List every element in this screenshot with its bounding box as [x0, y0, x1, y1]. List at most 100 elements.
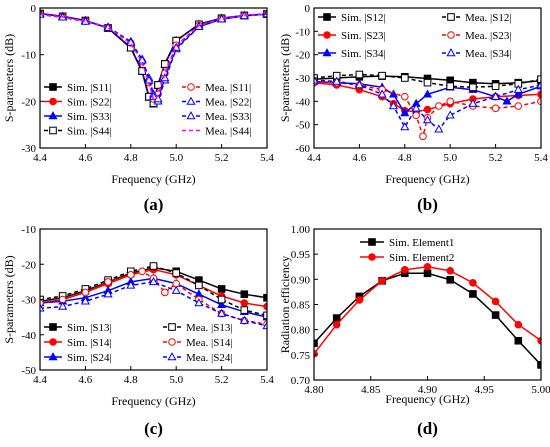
chart-b-series-2-marker-7: [422, 89, 433, 98]
chart-c-ytick-label-3: -40: [21, 330, 36, 342]
chart-b-series-3-marker-7: [469, 83, 477, 92]
chart-b-series-5-marker-7: [422, 115, 433, 124]
chart-a-legend-0-1-label: Sim. |S22|: [67, 97, 112, 109]
chart-a-legend-1-0-label: Mea. |S11|: [205, 82, 251, 94]
chart-b-ytick-label-5: -50: [295, 120, 310, 132]
chart-b-legend-1-2-marker-0: [446, 48, 456, 57]
chart-c-xtick-label-0: 4.4: [33, 374, 47, 386]
chart-b-series-4-marker-13: [537, 97, 541, 106]
chart-b-series-4-marker-11: [491, 104, 500, 113]
chart-c-ytick-label-1: -20: [21, 259, 36, 271]
chart-c-legend-1-1-marker-0: [168, 338, 176, 346]
chart-b-series-5-marker-12: [513, 84, 523, 93]
chart-a-xlabel: Frequency (GHz): [111, 172, 195, 186]
chart-c-series-3-marker-8: [217, 295, 226, 304]
chart-b-series-5-marker-13: [536, 80, 541, 89]
chart-d-ytick-label-2: 0.90: [291, 274, 311, 286]
chart-c-series-4-marker-7: [161, 288, 169, 297]
chart-c-xtick-label-1: 4.6: [79, 374, 93, 386]
chart-c-ytick-label-0: -10: [21, 224, 36, 236]
chart-b-series-3-marker-2: [355, 70, 364, 79]
chart-b-ytick-label-2: -20: [295, 50, 310, 62]
chart-a-ylabel: S-parameters (dB): [2, 34, 16, 122]
chart-a-legend-0-3-marker-0: [49, 126, 57, 135]
chart-b-series-5-marker-2: [354, 80, 364, 89]
chart-b-series-5-marker-9: [445, 110, 455, 119]
chart-c-legend-1-0-label: Mea. |S13|: [186, 322, 233, 334]
chart-d-series-0-line: [314, 272, 541, 366]
chart-b-series-5-marker-6: [411, 103, 421, 112]
chart-a-legend-0-1-marker-0: [49, 97, 57, 106]
chart-d-series-0-marker-1: [332, 314, 341, 322]
chart-d-xtick-label-3: 4.95: [475, 384, 495, 396]
chart-b-series-5-marker-11: [491, 91, 501, 100]
chart-b-series-3-marker-5: [423, 78, 432, 87]
chart-b-ytick-label-6: -60: [295, 143, 310, 155]
chart-d-series-1-marker-8: [491, 297, 500, 306]
chart-b-series-5-marker-10: [468, 98, 478, 107]
chart-a-ytick-label-3: -30: [21, 143, 36, 155]
chart-a-series-6-marker-9: [160, 73, 170, 82]
chart-b-legend-1-2-label: Mea. |S34|: [465, 48, 512, 60]
chart-d-xtick-label-4: 5.00: [531, 384, 550, 396]
chart-a-xtick-label-4: 5.2: [215, 152, 229, 164]
chart-a-caption: (a): [144, 195, 164, 214]
chart-a-legend-1-0-marker-0: [187, 83, 195, 91]
chart-b-series-2-marker-11: [502, 96, 512, 105]
chart-b-xtick-label-0: 4.4: [307, 152, 321, 164]
chart-c-series-5-marker-9: [239, 315, 249, 324]
chart-c-legend-0-2-label: Sim. |S24|: [67, 352, 112, 364]
chart-b-series-5-marker-4: [388, 101, 399, 110]
chart-c-series-4-marker-4: [127, 271, 135, 279]
chart-b-series-3-marker-4: [401, 74, 409, 82]
chart-b-legend-0-0-label: Sim. |S12|: [341, 12, 386, 24]
chart-d-legend-0-1-marker-0: [368, 253, 376, 261]
chart-d-series-0-marker-6: [446, 276, 454, 284]
chart-b-series-1-marker-12: [537, 90, 541, 99]
chart-b-series-3-marker-3: [378, 71, 386, 80]
chart-b-series-4-marker-4: [401, 92, 409, 101]
chart-c: 4.4 4.6 4.8 5.0 5.2 5.4 -10 -20 -30 -40 -50 Frequen…: [2, 224, 274, 438]
chart-d-ytick-label-6: 0.70: [291, 375, 311, 387]
chart-c-xtick-label-2: 4.8: [124, 374, 138, 386]
chart-d-ytick-label-4: 0.80: [291, 325, 311, 337]
chart-b-series-5-line: [314, 79, 541, 131]
chart-b-xtick-label-1: 4.6: [353, 152, 367, 164]
chart-d-series-1-marker-5: [423, 262, 432, 271]
chart-c-series-2-marker-8: [217, 299, 227, 308]
chart-c-series-3-marker-6: [172, 269, 180, 277]
chart-c-caption: (c): [144, 419, 163, 438]
chart-d-xtick-label-1: 4.85: [361, 384, 381, 396]
chart-c-series-3-marker-5: [149, 262, 158, 270]
chart-d-ylabel: Radiation efficiency: [278, 256, 292, 353]
chart-a-ytick-label-1: -10: [21, 50, 36, 62]
chart-c-ylabel: S-parameters (dB): [2, 255, 16, 343]
chart-d-series-0-marker-8: [491, 311, 500, 319]
chart-b-caption: (b): [417, 195, 438, 214]
chart-b: 4.4 4.6 4.8 5.0 5.2 5.4 0 -10 -20 -30 -40 -50 -60 Fre…: [278, 3, 548, 214]
chart-c-series-4-marker-5: [138, 267, 146, 276]
chart-b-series: [314, 70, 541, 141]
chart-c-legend-0-0-label: Sim. |S13|: [67, 322, 112, 334]
chart-a-ytick-label-2: -20: [21, 96, 36, 108]
chart-b-legend-1-1-label: Mea. |S23|: [465, 30, 512, 42]
chart-a-legend-1-2-marker-0: [186, 111, 196, 120]
chart-d: 4.80 4.85 4.90 4.95 5.00 1.00 0.95 0.90 0.85 0.80…: [278, 224, 550, 438]
chart-c-legend-1-2-label: Mea. |S24|: [186, 352, 233, 364]
chart-c-legend-0-0-marker-0: [49, 323, 57, 331]
chart-c-legend-1-0-marker-0: [168, 323, 176, 331]
chart-b-series-5-marker-1: [332, 76, 342, 85]
chart-a-xtick-label-2: 4.8: [124, 152, 138, 164]
chart-b-xtick-label-3: 5.0: [443, 152, 457, 164]
chart-a-ytick-label-0: 0: [31, 3, 37, 15]
chart-c-series-0-marker-8: [217, 285, 226, 293]
chart-d-series-1-marker-10: [537, 336, 541, 345]
chart-b-legend-1-0-marker-0: [447, 13, 455, 21]
chart-c-xtick-label-3: 5.0: [169, 374, 183, 386]
chart-b-series-4-marker-12: [514, 102, 523, 110]
chart-d-legend-0-0-label: Sim. Element1: [389, 237, 454, 249]
chart-b-xlabel: Frequency (GHz): [385, 172, 469, 186]
chart-c-series-4-marker-3: [104, 278, 112, 286]
chart-c-xtick-label-4: 5.2: [215, 374, 229, 386]
chart-c-series-0-marker-10: [263, 293, 267, 302]
